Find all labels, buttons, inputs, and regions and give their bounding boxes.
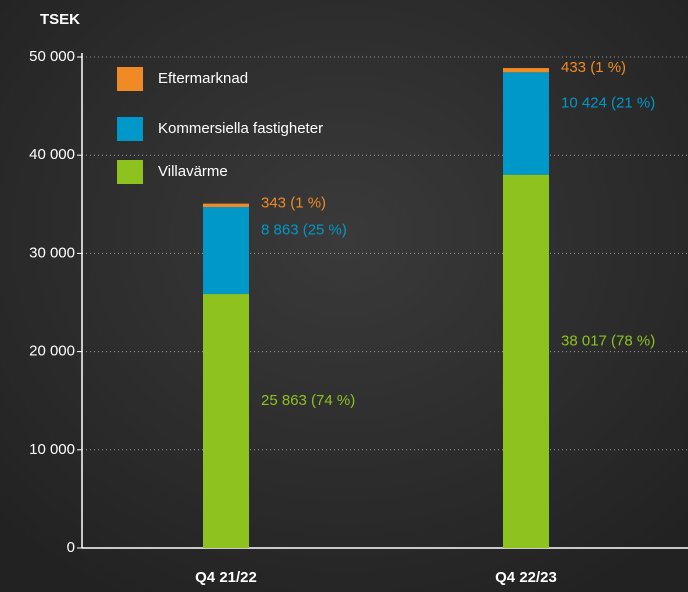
legend-swatch bbox=[117, 67, 143, 91]
y-tick-label: 20 000 bbox=[29, 343, 75, 360]
value-label: 343 (1 %) bbox=[261, 195, 326, 212]
x-tick-label: Q4 21/22 bbox=[195, 569, 257, 586]
bar-segment bbox=[203, 294, 249, 548]
legend-swatch bbox=[117, 160, 143, 184]
y-axis-label: TSEK bbox=[40, 11, 80, 28]
value-label: 433 (1 %) bbox=[561, 59, 626, 76]
legend-swatch bbox=[117, 117, 143, 141]
y-tick-label: 0 bbox=[67, 539, 75, 556]
bar-segment bbox=[503, 72, 549, 174]
background bbox=[0, 0, 688, 592]
y-tick-label: 40 000 bbox=[29, 146, 75, 163]
legend-label: Villavärme bbox=[158, 163, 228, 180]
value-label: 10 424 (21 %) bbox=[561, 94, 655, 111]
page: {"chart_data": { "type": "stacked-bar", … bbox=[0, 0, 688, 592]
x-tick-label: Q4 22/23 bbox=[495, 569, 557, 586]
y-tick-label: 50 000 bbox=[29, 48, 75, 65]
legend-label: Kommersiella fastigheter bbox=[158, 120, 323, 137]
legend-label: Eftermarknad bbox=[158, 70, 248, 87]
y-tick-label: 10 000 bbox=[29, 441, 75, 458]
value-label: 38 017 (78 %) bbox=[561, 332, 655, 349]
bar-segment bbox=[203, 207, 249, 294]
chart: TSEK 0 10 000 20 000 30 000 40 000 50 000 Q4 2… bbox=[0, 0, 688, 592]
bar-segment bbox=[503, 68, 549, 72]
value-label: 8 863 (25 %) bbox=[261, 221, 347, 238]
bar-segment bbox=[203, 204, 249, 207]
value-label: 25 863 (74 %) bbox=[261, 392, 355, 409]
bar-segment bbox=[503, 175, 549, 548]
y-tick-label: 30 000 bbox=[29, 244, 75, 261]
